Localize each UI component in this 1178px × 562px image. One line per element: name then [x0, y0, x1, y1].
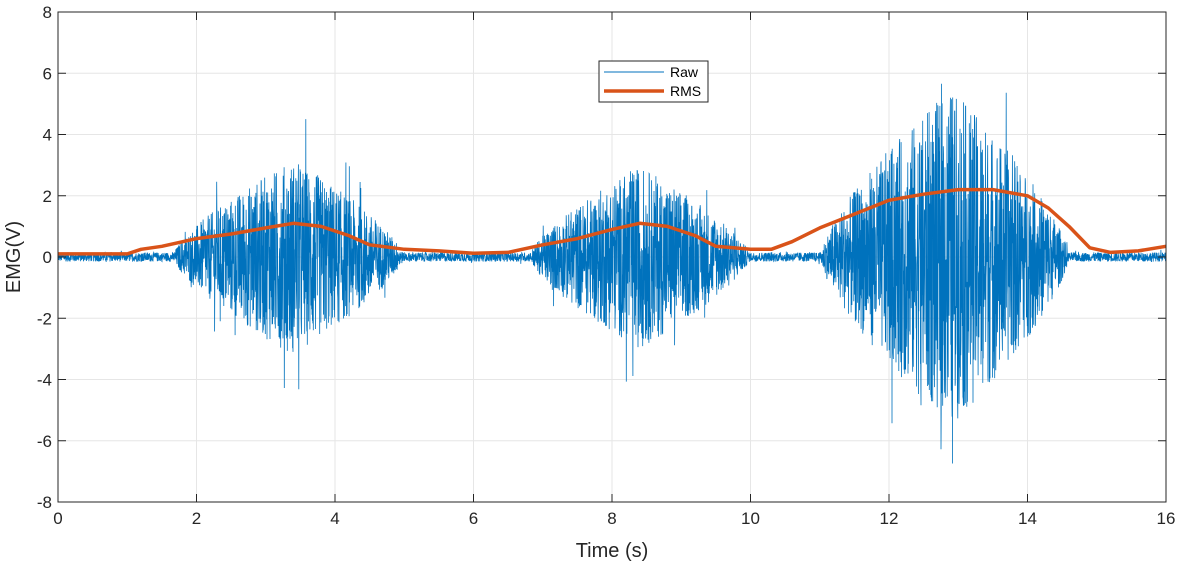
y-tick-label: 6: [43, 64, 52, 83]
rms-line: [58, 187, 1167, 256]
y-tick-label: 4: [43, 126, 52, 145]
x-tick-label: 0: [53, 509, 62, 528]
y-tick-label: -6: [37, 432, 52, 451]
y-tick-label: -4: [37, 371, 52, 390]
tick-layer: 0 2 4 6 8 10 12 14 16 -8 -6 -4 -2 0 2 4 6 8: [37, 3, 1176, 528]
legend: Raw RMS: [598, 60, 709, 103]
raw-series-layer: [57, 83, 1167, 464]
y-tick-label: 8: [43, 3, 52, 22]
x-tick-label: 10: [741, 509, 760, 528]
y-tick-label: -8: [37, 493, 52, 512]
y-axis-label: EMG(V): [3, 221, 25, 293]
x-tick-label: 8: [607, 509, 616, 528]
y-tick-label: 2: [43, 187, 52, 206]
legend-raw-label: Raw: [670, 64, 699, 80]
x-axis-label: Time (s): [576, 540, 649, 562]
x-tick-label: 4: [330, 509, 339, 528]
rms-series-layer: [58, 187, 1167, 256]
x-tick-label: 14: [1018, 509, 1037, 528]
y-tick-label: 0: [43, 248, 52, 267]
x-tick-label: 6: [469, 509, 478, 528]
raw-signal-line: [57, 83, 1167, 464]
x-tick-label: 16: [1157, 509, 1176, 528]
y-tick-label: -2: [37, 309, 52, 328]
x-tick-label: 2: [192, 509, 201, 528]
legend-box: [598, 60, 709, 103]
legend-rms-label: RMS: [670, 83, 701, 99]
x-tick-label: 12: [880, 509, 899, 528]
